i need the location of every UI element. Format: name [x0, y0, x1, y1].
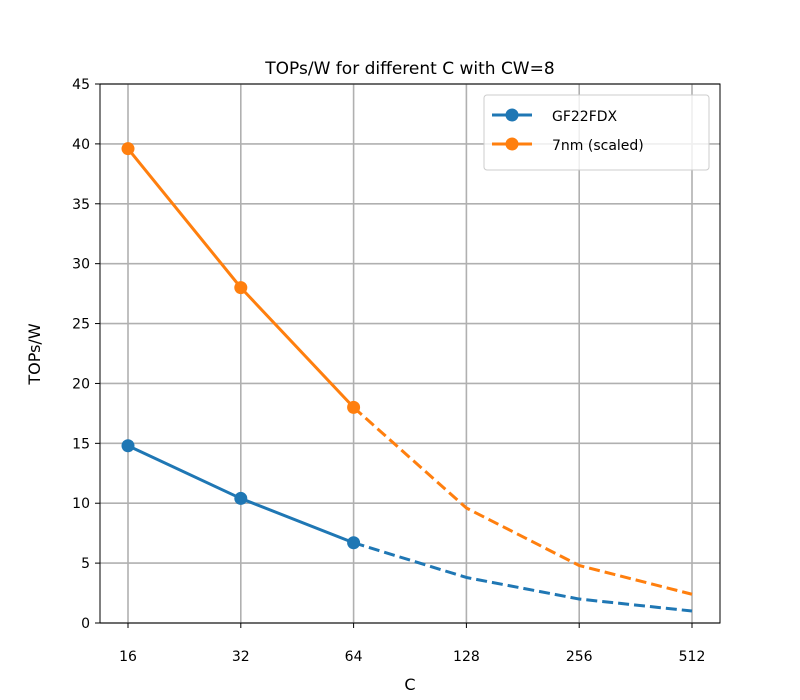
y-tick-label-35: 35	[72, 197, 90, 213]
series-0-projected-line	[353, 541, 693, 613]
y-tick-label-0: 0	[81, 616, 90, 632]
legend-box	[483, 94, 710, 171]
series-0-point-16	[121, 439, 135, 453]
legend-label-0: GF22FDX	[552, 109, 618, 125]
series-1-point-32	[234, 281, 248, 295]
x-tick-label-16: 16	[119, 649, 137, 665]
series-1-point-64	[347, 400, 361, 414]
x-tick-label-64: 64	[345, 649, 363, 665]
x-tick-label-32: 32	[232, 649, 250, 665]
y-tick-label-40: 40	[72, 137, 90, 153]
legend: GF22FDX 7nm (scaled)	[483, 94, 710, 171]
series-0-point-32	[234, 491, 248, 505]
x-axis-label: C	[404, 675, 415, 694]
y-tick-label-10: 10	[72, 496, 90, 512]
series-1-point-16	[121, 142, 135, 156]
chart-title: TOPs/W for different C with CW=8	[264, 59, 554, 79]
y-tick-label-5: 5	[81, 556, 90, 572]
plot-frame	[99, 83, 721, 624]
y-tick-label-15: 15	[72, 436, 90, 452]
y-tick-label-45: 45	[72, 77, 90, 93]
y-tick-label-20: 20	[72, 376, 90, 392]
legend-marker-1	[505, 137, 519, 151]
series-layer	[121, 142, 693, 613]
y-tick-label-25: 25	[72, 317, 90, 333]
series-0-point-64	[347, 536, 361, 550]
legend-label-1: 7nm (scaled)	[552, 138, 644, 154]
x-tick-label-128: 128	[453, 649, 480, 665]
x-tick-label-512: 512	[679, 649, 706, 665]
x-tick-label-256: 256	[566, 649, 593, 665]
y-axis-label: TOPs/W	[25, 323, 44, 385]
grid	[100, 83, 720, 624]
legend-marker-0	[505, 108, 519, 122]
series-1-projected-line	[352, 406, 693, 596]
axes: 16 32 64 128 256 512 0 5 10 15 20 25 30 35 40 45	[72, 77, 721, 665]
y-tick-label-30: 30	[72, 257, 90, 273]
